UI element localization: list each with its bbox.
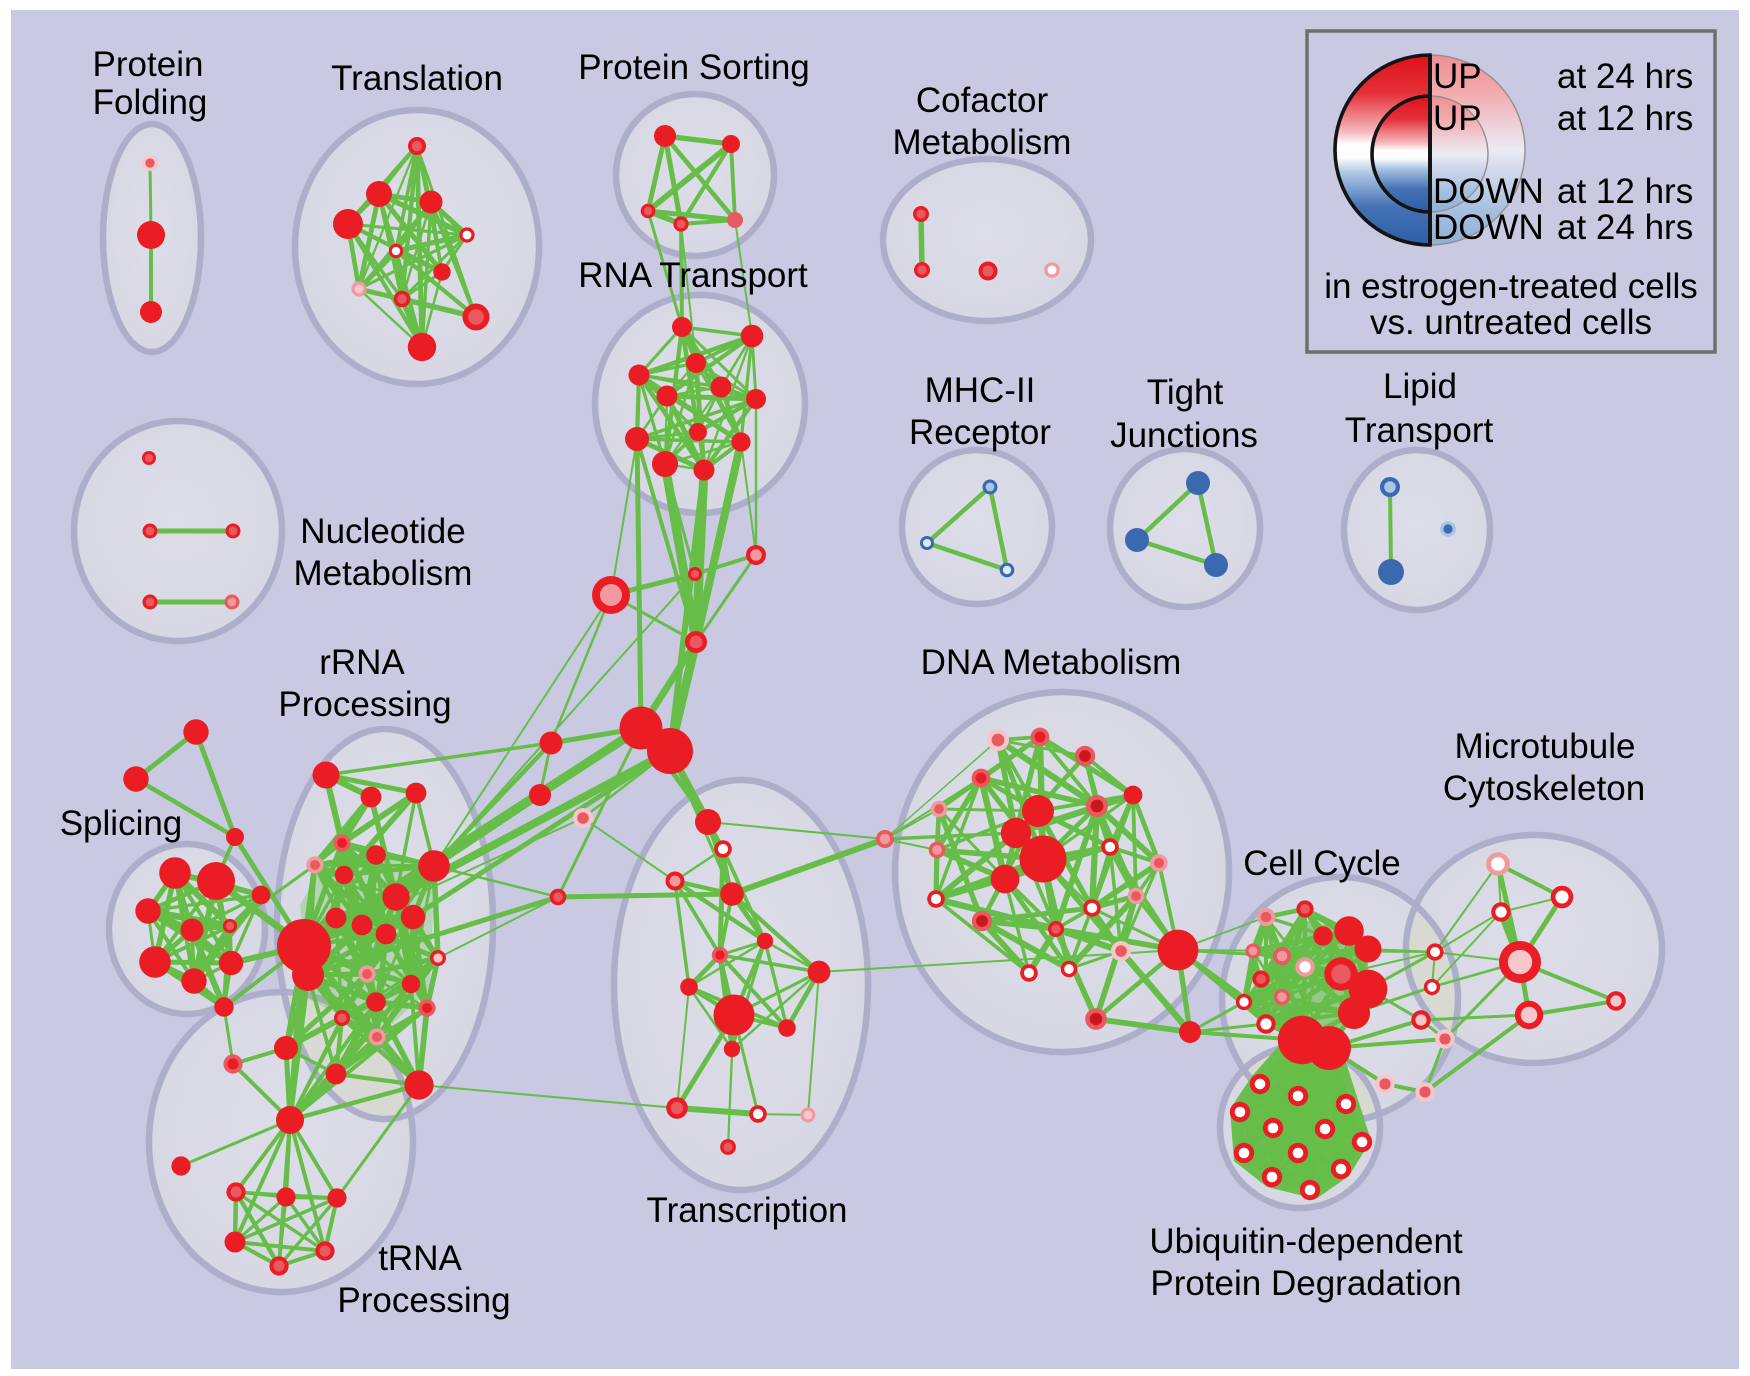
svg-text:at 12 hrs: at 12 hrs: [1557, 172, 1693, 211]
svg-text:at 12 hrs: at 12 hrs: [1557, 99, 1693, 138]
svg-text:Transport: Transport: [1345, 411, 1494, 450]
svg-text:Junctions: Junctions: [1110, 416, 1258, 455]
svg-text:Nucleotide: Nucleotide: [300, 512, 465, 551]
svg-text:Metabolism: Metabolism: [893, 123, 1072, 162]
svg-text:Protein: Protein: [93, 45, 204, 84]
svg-text:in estrogen-treated cells: in estrogen-treated cells: [1324, 267, 1698, 306]
svg-text:Receptor: Receptor: [909, 413, 1051, 452]
svg-text:Cytoskeleton: Cytoskeleton: [1443, 769, 1645, 808]
svg-text:MHC-II: MHC-II: [925, 371, 1036, 410]
svg-text:DOWN: DOWN: [1433, 208, 1544, 247]
svg-text:Ubiquitin-dependent: Ubiquitin-dependent: [1149, 1222, 1463, 1261]
svg-text:Protein Sorting: Protein Sorting: [578, 48, 810, 87]
svg-text:UP: UP: [1433, 57, 1482, 96]
svg-text:Cell Cycle: Cell Cycle: [1243, 844, 1401, 883]
svg-text:Processing: Processing: [337, 1281, 510, 1320]
svg-text:vs. untreated cells: vs. untreated cells: [1370, 303, 1652, 342]
svg-text:DOWN: DOWN: [1433, 172, 1544, 211]
svg-text:RNA Transport: RNA Transport: [578, 256, 808, 295]
svg-text:DNA Metabolism: DNA Metabolism: [921, 643, 1182, 682]
svg-text:at 24 hrs: at 24 hrs: [1557, 208, 1693, 247]
svg-text:UP: UP: [1433, 99, 1482, 138]
svg-text:Cofactor: Cofactor: [916, 81, 1049, 120]
svg-text:Processing: Processing: [278, 685, 451, 724]
svg-text:Protein Degradation: Protein Degradation: [1150, 1264, 1461, 1303]
svg-text:Translation: Translation: [331, 59, 503, 98]
svg-text:at 24 hrs: at 24 hrs: [1557, 57, 1693, 96]
svg-text:Microtubule: Microtubule: [1455, 727, 1636, 766]
svg-text:Lipid: Lipid: [1383, 367, 1457, 406]
svg-text:Transcription: Transcription: [647, 1191, 848, 1230]
svg-text:Folding: Folding: [93, 83, 208, 122]
svg-text:Tight: Tight: [1147, 373, 1224, 412]
svg-text:tRNA: tRNA: [378, 1239, 462, 1278]
svg-text:Metabolism: Metabolism: [294, 554, 473, 593]
svg-text:rRNA: rRNA: [319, 643, 405, 682]
svg-text:Splicing: Splicing: [60, 804, 183, 843]
